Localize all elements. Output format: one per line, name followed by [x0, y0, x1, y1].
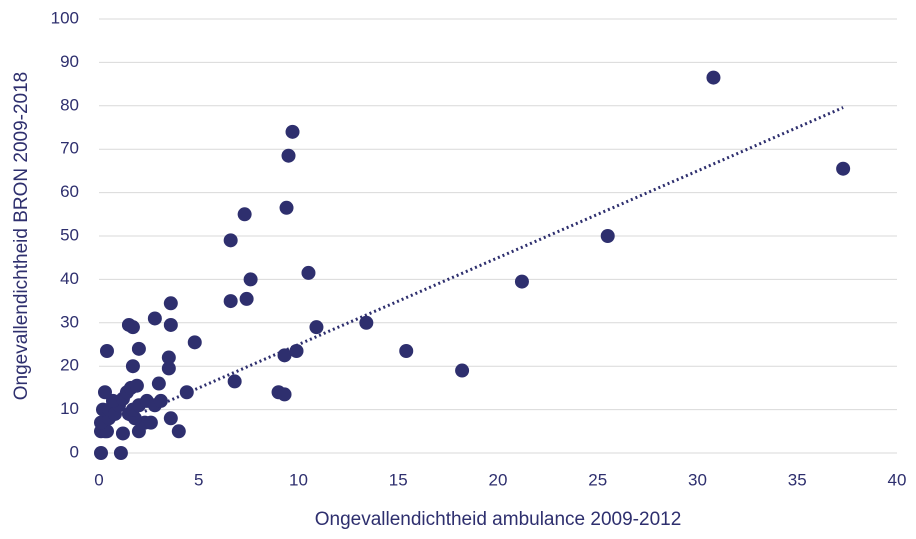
y-tick-label: 20: [60, 356, 79, 375]
point: [223, 294, 238, 309]
point: [243, 272, 258, 287]
point: [131, 341, 146, 356]
point: [600, 229, 615, 243]
y-tick-label: 70: [60, 139, 79, 158]
x-tick-label: 30: [688, 470, 707, 489]
point: [163, 411, 178, 426]
point: [359, 315, 374, 330]
y-axis-label: Ongevallendichtheid BRON 2009-2018: [11, 72, 32, 401]
point: [237, 207, 252, 222]
point: [301, 265, 316, 280]
point: [514, 274, 529, 289]
point: [93, 446, 108, 460]
point: [239, 291, 254, 306]
point: [153, 393, 168, 408]
y-tick-label: 40: [60, 269, 79, 288]
x-tick-label: 0: [94, 470, 103, 489]
y-tick-label: 90: [60, 52, 79, 71]
point: [129, 378, 144, 393]
point: [277, 348, 292, 363]
point: [143, 415, 158, 430]
point: [223, 233, 238, 248]
point: [161, 350, 176, 365]
point: [163, 317, 178, 332]
point: [227, 374, 242, 389]
point: [279, 200, 294, 215]
point: [836, 161, 851, 176]
point: [151, 376, 166, 391]
point: [309, 320, 324, 335]
point: [161, 361, 176, 376]
point: [281, 148, 296, 163]
x-tick-label: 35: [788, 470, 807, 489]
x-tick-label: 15: [389, 470, 408, 489]
x-tick-label: 10: [289, 470, 308, 489]
point: [277, 387, 292, 402]
y-tick-label: 50: [60, 225, 79, 244]
point: [285, 124, 300, 139]
trendline: [144, 106, 844, 413]
x-tick-label: 25: [588, 470, 607, 489]
point: [115, 426, 130, 441]
point: [179, 385, 194, 400]
point: [99, 344, 114, 359]
y-tick-label: 10: [60, 399, 79, 418]
point: [113, 446, 128, 460]
x-tick-label: 5: [194, 470, 203, 489]
x-tick-label: 40: [888, 470, 907, 489]
point: [187, 335, 202, 350]
point: [289, 344, 304, 359]
x-axis-label: Ongevallendichtheid ambulance 2009-2012: [315, 509, 682, 530]
point: [399, 344, 414, 359]
y-tick-label: 60: [60, 182, 79, 201]
y-tick-label: 0: [70, 442, 79, 461]
point: [455, 363, 470, 378]
x-tick-label: 20: [489, 470, 508, 489]
y-tick-label: 80: [60, 95, 79, 114]
y-tick-label: 30: [60, 312, 79, 331]
point: [171, 424, 186, 439]
point: [125, 320, 140, 335]
point: [163, 296, 178, 311]
point: [147, 311, 162, 326]
point: [125, 359, 140, 374]
y-tick-label: 100: [51, 8, 79, 27]
point: [97, 385, 112, 400]
point: [706, 70, 721, 85]
